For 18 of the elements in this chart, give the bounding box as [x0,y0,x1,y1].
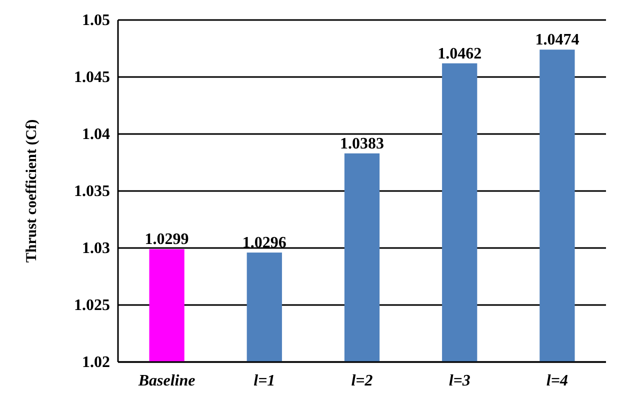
data-label: 1.0299 [144,231,189,248]
x-tick-label: l=3 [448,372,470,390]
x-tick-label: l=1 [254,372,276,390]
data-label: 1.0383 [340,135,384,152]
data-label: 1.0474 [535,32,580,49]
x-tick-label: Baseline [137,372,196,390]
y-tick-label: 1.035 [74,183,110,200]
x-tick-label: l=2 [351,372,373,390]
y-tick-label: 1.04 [82,126,110,144]
x-tick-label: l=4 [546,372,568,390]
y-tick-label: 1.025 [74,297,110,314]
y-tick-label: 1.03 [82,240,110,258]
data-label: 1.0296 [242,234,286,252]
data-label: 1.0462 [438,45,482,62]
y-tick-label: 1.05 [82,12,110,30]
y-tick-label: 1.045 [74,69,110,86]
y-tick-label: 1.02 [82,354,110,372]
y-axis-title: Thrust coefficient (Cf) [24,119,40,263]
